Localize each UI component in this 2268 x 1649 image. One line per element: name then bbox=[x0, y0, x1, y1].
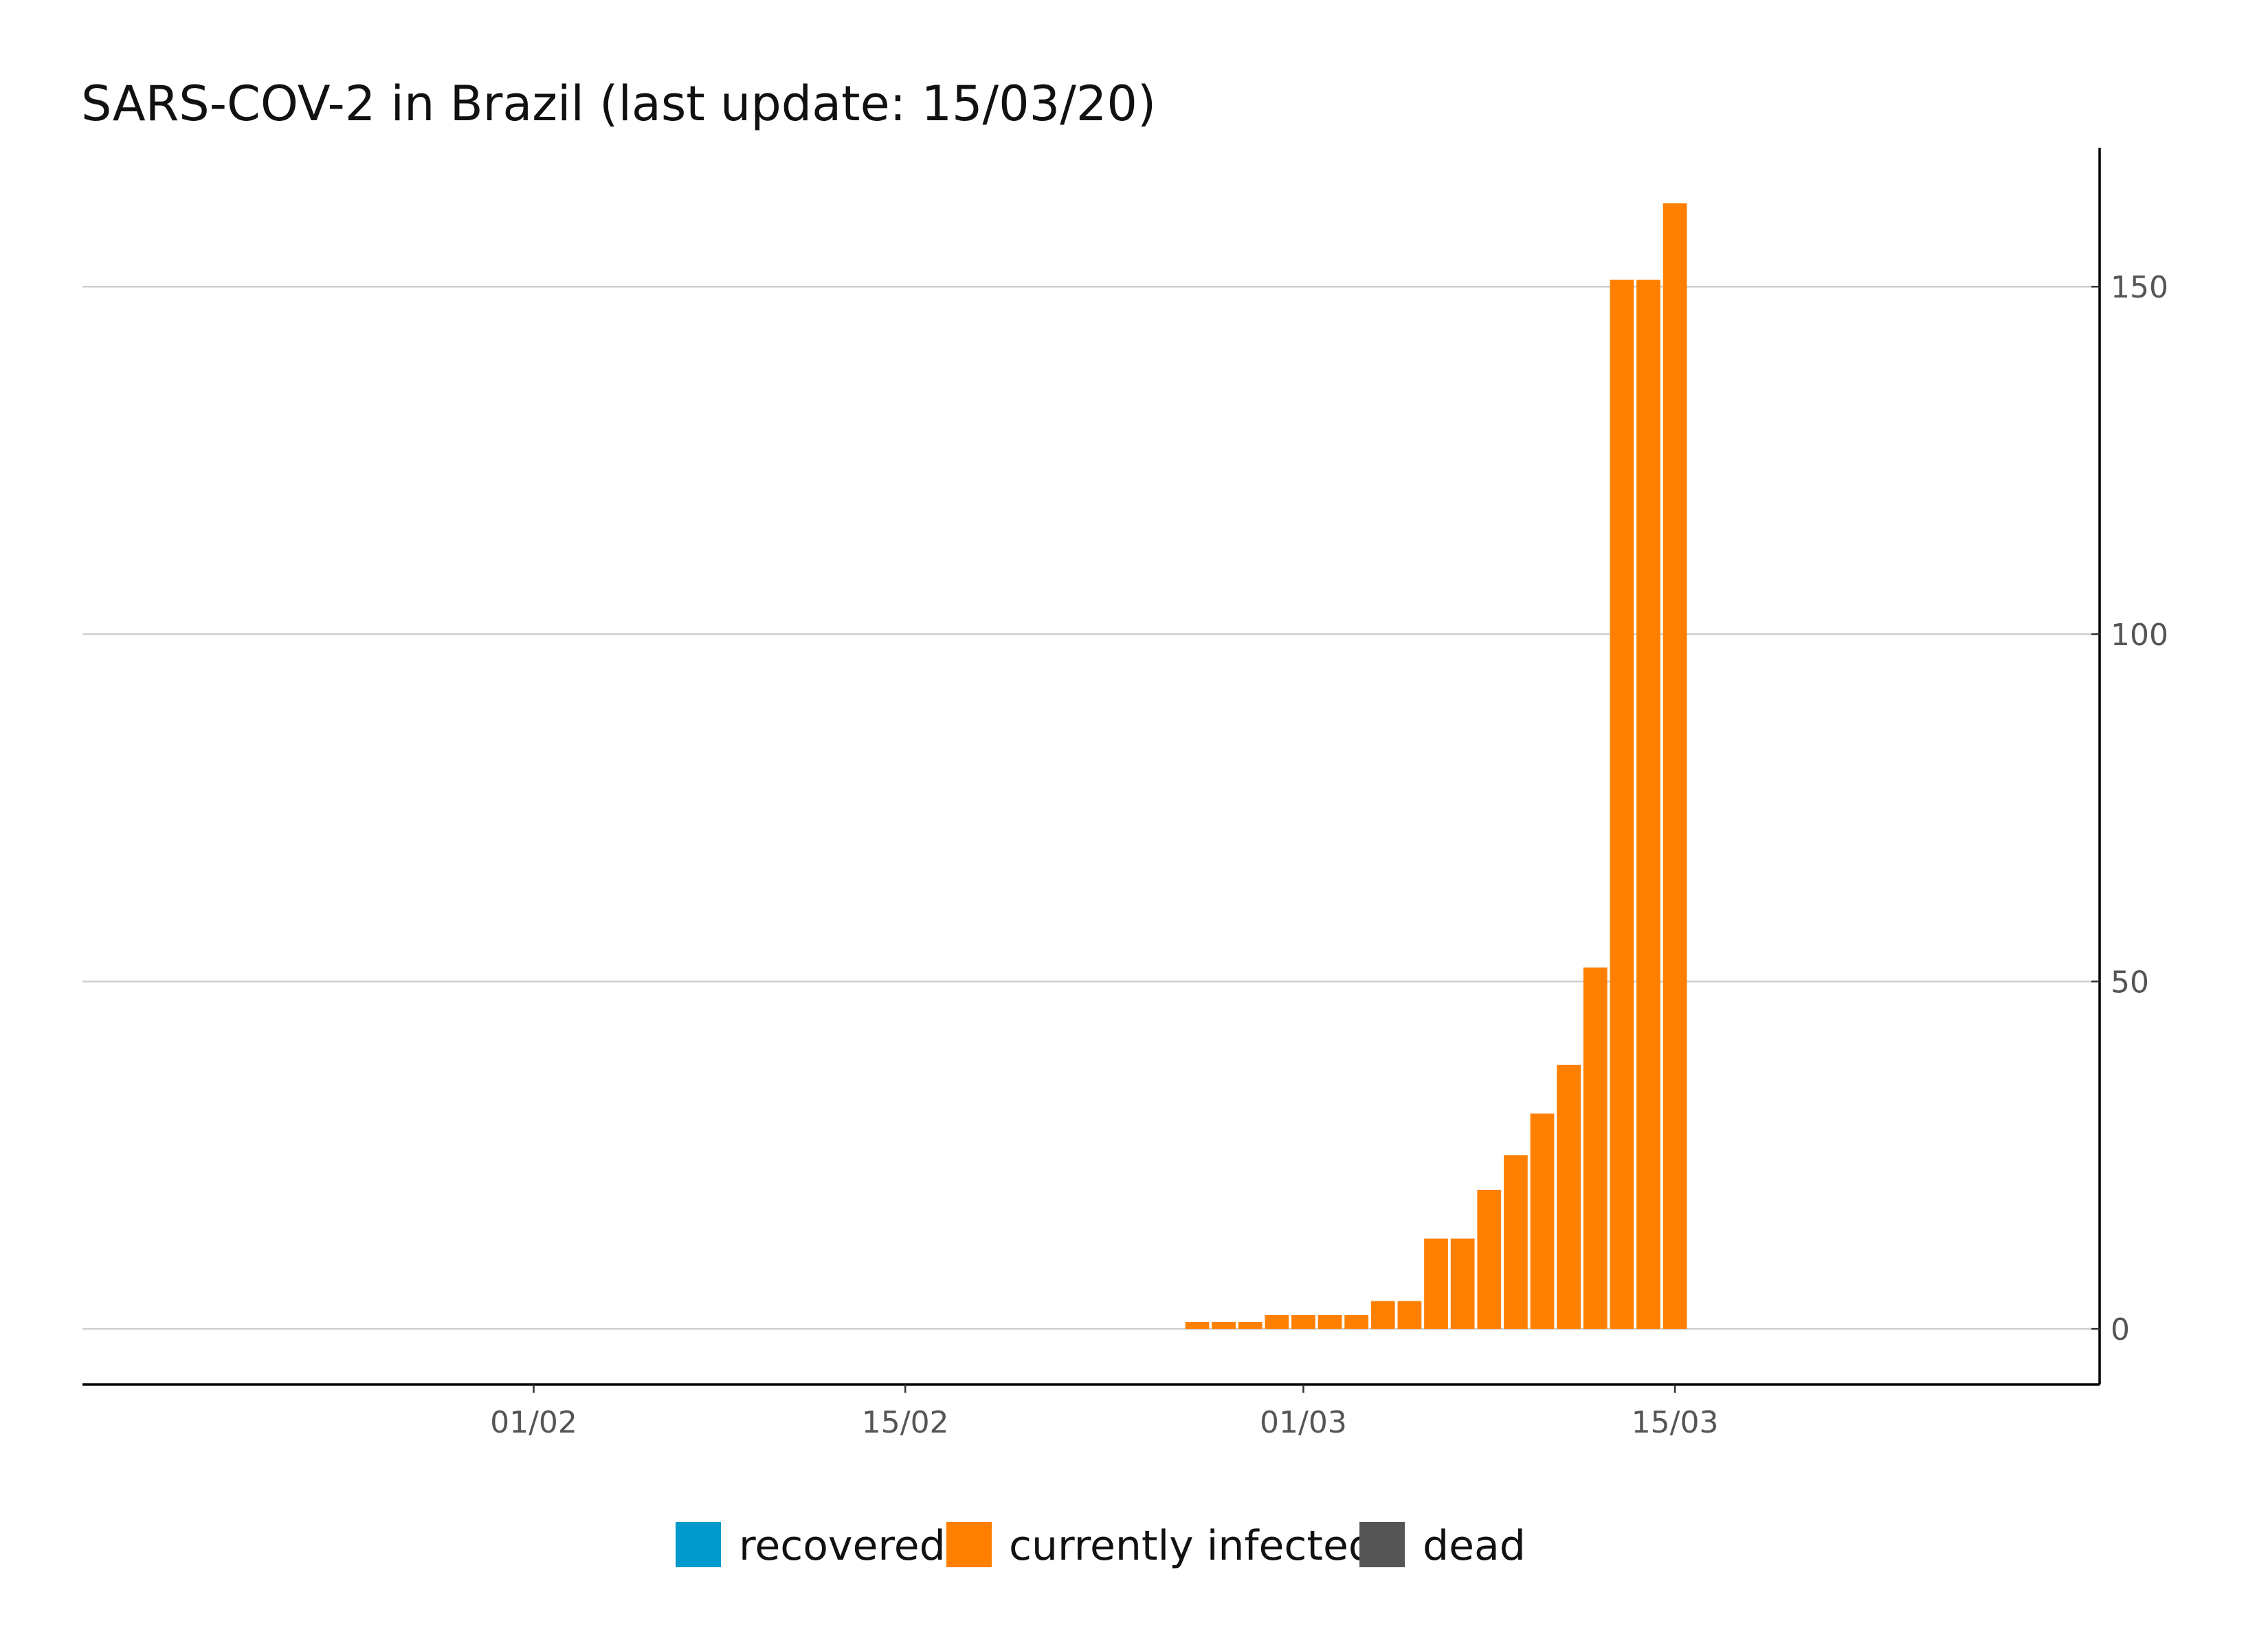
legend-label-dead: dead bbox=[1423, 1522, 1526, 1570]
legend-label-currently-infected: currently infected bbox=[1009, 1522, 1375, 1570]
bar-currently-infected-03-03 bbox=[1344, 1314, 1369, 1330]
bar-currently-infected-29-02 bbox=[1265, 1314, 1289, 1330]
x-tick-label-15-03: 15/03 bbox=[1632, 1405, 1719, 1440]
bar-currently-infected-04-03 bbox=[1370, 1301, 1395, 1330]
y-tick-label-50: 50 bbox=[2111, 965, 2149, 1000]
legend: recovered currently infected dead bbox=[676, 1522, 1526, 1570]
bar-currently-infected-10-03 bbox=[1530, 1113, 1555, 1330]
bar-currently-infected-11-03 bbox=[1557, 1064, 1581, 1330]
bar-currently-infected-13-03 bbox=[1610, 280, 1634, 1330]
bars bbox=[1185, 203, 1687, 1330]
y-tick-label-150: 150 bbox=[2111, 270, 2168, 305]
legend-swatch-dead bbox=[1359, 1522, 1405, 1567]
chart-title: SARS-COV-2 in Brazil (last update: 15/03… bbox=[81, 76, 1156, 132]
bar-currently-infected-07-03 bbox=[1450, 1238, 1475, 1330]
bar-currently-infected-08-03 bbox=[1477, 1189, 1502, 1330]
bar-currently-infected-09-03 bbox=[1504, 1155, 1528, 1330]
bar-currently-infected-28-02 bbox=[1238, 1321, 1263, 1330]
x-tick-label-15-02: 15/02 bbox=[862, 1405, 949, 1440]
legend-swatch-recovered bbox=[676, 1522, 721, 1567]
bar-currently-infected-15-03 bbox=[1663, 203, 1687, 1330]
legend-label-recovered: recovered bbox=[739, 1522, 946, 1570]
axes: 0 50 100 150 01/02 15/02 01/03 15/03 bbox=[82, 148, 2168, 1440]
y-tick-label-0: 0 bbox=[2111, 1312, 2130, 1347]
gridlines bbox=[82, 285, 2100, 1330]
legend-swatch-currently-infected bbox=[946, 1522, 992, 1567]
bar-currently-infected-05-03 bbox=[1397, 1301, 1422, 1330]
bar-currently-infected-27-02 bbox=[1212, 1321, 1236, 1330]
bar-currently-infected-01-03 bbox=[1291, 1314, 1315, 1330]
bar-currently-infected-02-03 bbox=[1318, 1314, 1342, 1330]
x-tick-label-01-03: 01/03 bbox=[1260, 1405, 1347, 1440]
bar-currently-infected-06-03 bbox=[1424, 1238, 1448, 1330]
x-tick-label-01-02: 01/02 bbox=[490, 1405, 577, 1440]
bar-currently-infected-14-03 bbox=[1636, 280, 1660, 1330]
bar-currently-infected-26-02 bbox=[1185, 1321, 1210, 1330]
y-tick-label-100: 100 bbox=[2111, 618, 2168, 653]
bar-currently-infected-12-03 bbox=[1583, 967, 1608, 1330]
